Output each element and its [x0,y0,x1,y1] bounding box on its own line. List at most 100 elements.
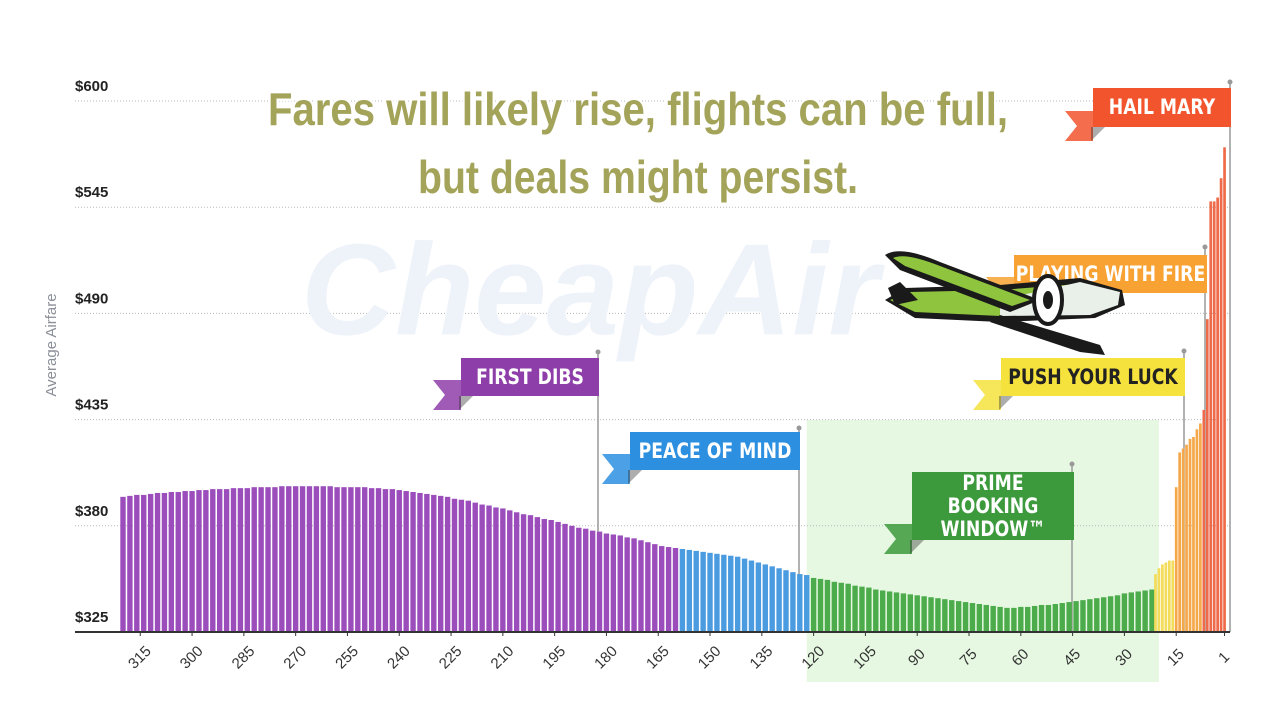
bar [1195,429,1199,632]
bar [306,486,313,632]
y-tick-label: $490 [75,290,108,307]
bar [962,602,969,632]
bar [534,517,541,632]
flag-tail [602,454,630,484]
bar [603,533,610,632]
bar [1171,560,1175,632]
bar [983,604,989,632]
flag-tail [1065,111,1093,141]
bar [431,494,437,632]
bar [251,487,257,632]
bar [845,583,851,632]
flag-label: PEACE OF MIND [638,438,792,463]
flag-fold [1091,127,1105,141]
bar [362,487,368,632]
bar [472,502,478,632]
bar [886,591,893,632]
bar [928,597,934,632]
bar [1154,574,1157,632]
bar [451,498,458,632]
bar [1192,436,1195,632]
bar [1188,438,1192,632]
bar [1121,593,1128,632]
flag-pole-tip [1202,244,1208,250]
flag [1093,88,1231,127]
bar [334,487,340,632]
bar [879,590,886,632]
watermark: CheapAir [301,216,885,362]
bar [555,521,561,632]
bar [1018,606,1024,632]
bar [237,488,244,632]
bar [797,574,803,632]
plane [885,251,1125,355]
bar [493,507,499,632]
bar [1045,604,1052,632]
bar [804,575,810,632]
flag [630,432,800,470]
bar [866,587,872,632]
flag-label: PRIME BOOKING WINDOW™ [940,470,1046,541]
y-tick-label: $600 [75,78,108,95]
bar [1059,603,1065,632]
bar [541,519,547,632]
bar [203,490,209,632]
bar [921,596,927,632]
bar [583,528,589,632]
bar [693,550,699,632]
bar [617,535,623,632]
bar [320,486,326,632]
bar [1025,606,1031,632]
bar [1174,487,1178,632]
bar [859,586,865,632]
bar [479,504,485,632]
bar [1149,589,1155,632]
flag [912,472,1074,540]
bar [873,589,879,632]
bar [1073,601,1079,632]
bar [714,553,720,632]
bar [424,493,430,632]
bar [258,487,264,632]
bar [327,486,333,632]
bar [1181,448,1185,632]
bar [935,598,941,632]
bar [638,540,644,632]
headline: Fares will likely rise, flights can be f… [268,83,1008,135]
bar [949,600,955,632]
bar [527,515,534,632]
bar [375,488,382,632]
bar [444,496,451,632]
bar [292,486,299,632]
bar [907,594,914,632]
bar [1161,564,1164,632]
bar [997,606,1003,632]
flag-pole-tip [1227,79,1233,85]
bar [755,562,762,632]
bar [244,488,251,632]
flag-fold [628,470,642,484]
bar [389,489,396,632]
bar [1205,319,1209,632]
bar [1052,604,1059,632]
bar [645,542,651,632]
bar [216,489,223,632]
flag-pole-tip [1069,461,1075,467]
bar [1066,602,1072,632]
y-tick-label: $545 [75,184,108,201]
bar [790,572,796,632]
flag-fold [910,540,924,554]
bar [154,492,161,632]
flag-label: PUSH YOUR LUCK [1008,364,1178,389]
bar [1157,568,1161,632]
bar [576,527,582,632]
bar [817,578,824,632]
bar [500,508,506,632]
bar [569,525,575,632]
bar [748,560,755,632]
bar [1128,592,1135,632]
y-tick-label: $435 [75,397,108,414]
bar [1011,607,1017,632]
